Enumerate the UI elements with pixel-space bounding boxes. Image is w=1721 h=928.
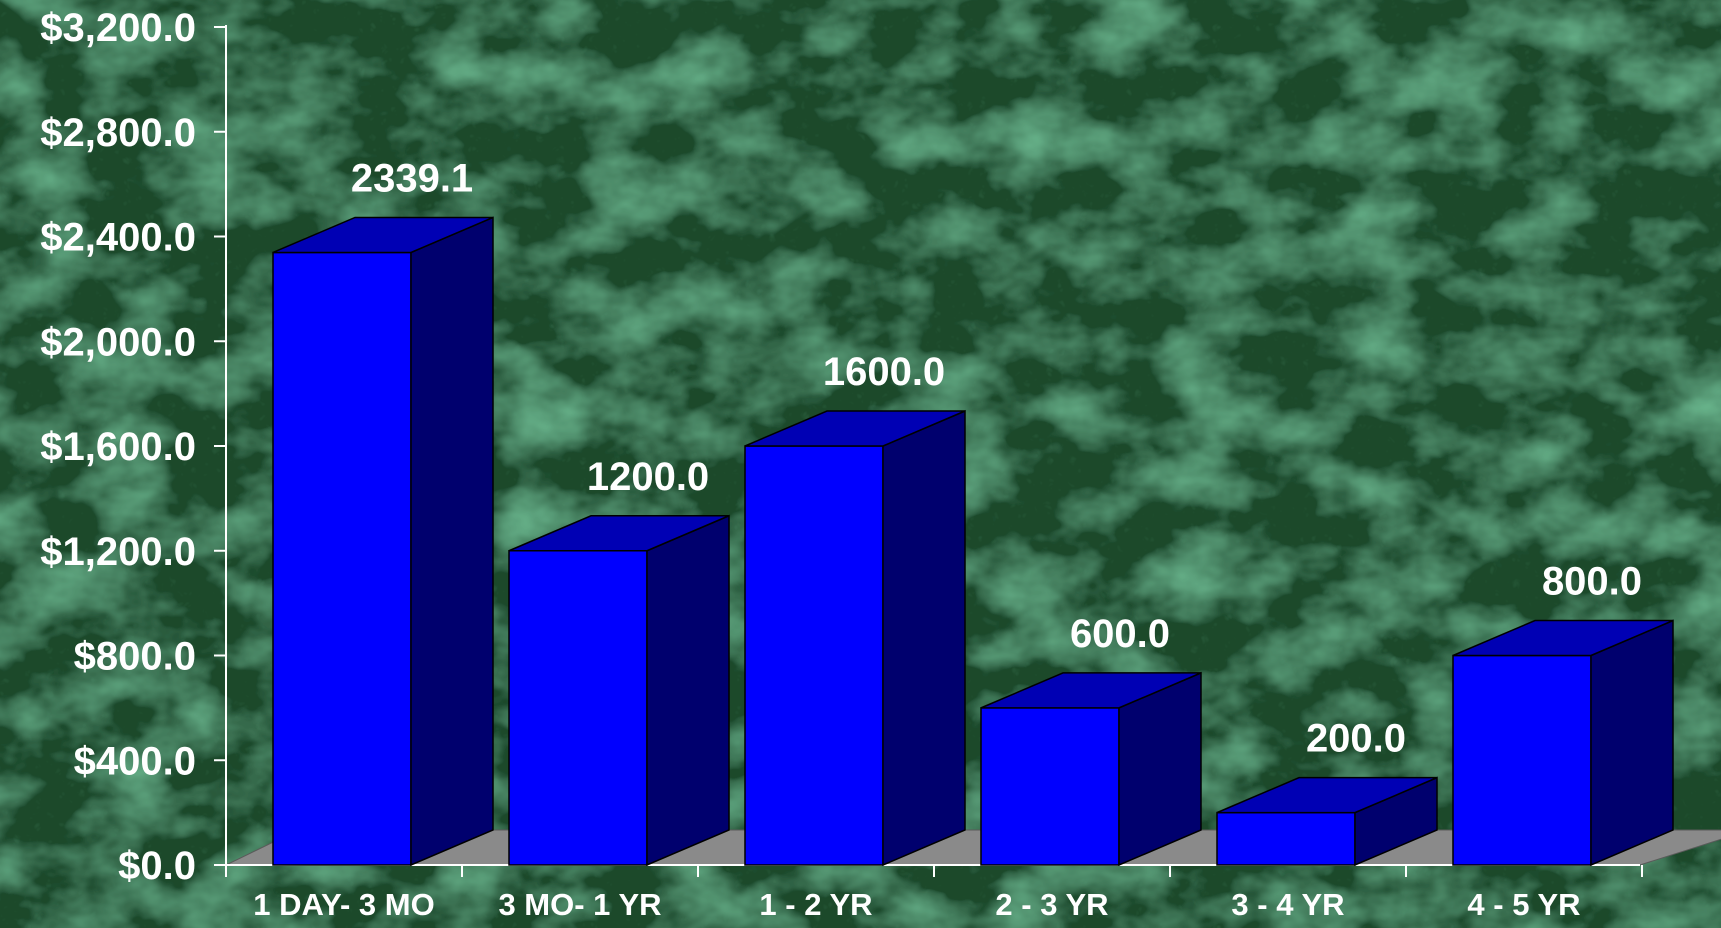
y-tick-label: $2,000.0 — [40, 320, 196, 364]
data-label: 200.0 — [1306, 717, 1406, 761]
y-tick-label: $2,800.0 — [40, 111, 196, 155]
bar-front-face — [1452, 654, 1592, 866]
labels: 2339.1 1 DAY- 3 MO 1200.0 3 MO- 1 YR 1600.0 1… — [253, 156, 1642, 922]
y-tick-label: $1,200.0 — [40, 530, 196, 574]
x-tick-label: 1 DAY- 3 MO — [253, 887, 434, 922]
y-tick-label: $3,200.0 — [40, 6, 196, 50]
bar-front-face — [980, 707, 1120, 866]
bar-front-face — [508, 550, 648, 866]
y-tick-label: $2,400.0 — [40, 216, 196, 260]
data-label: 800.0 — [1542, 560, 1642, 604]
bar-side-face — [410, 216, 494, 867]
data-label: 1200.0 — [587, 455, 709, 499]
y-axis: $0.0 $400.0 $800.0 $1,200.0 $1,600.0 $2,000.0… — [40, 6, 1643, 888]
bar — [272, 216, 494, 867]
bar — [980, 671, 1202, 867]
bar-side-face — [1590, 619, 1674, 867]
y-tick-label: $1,600.0 — [40, 425, 196, 469]
bar-top-face — [980, 672, 1202, 709]
bar-top-face — [744, 410, 966, 447]
x-tick-label: 3 - 4 YR — [1231, 887, 1344, 922]
x-tick-label: 3 MO- 1 YR — [498, 887, 661, 922]
y-tick-label: $0.0 — [118, 844, 196, 888]
bar-side-face — [882, 409, 966, 867]
bar — [508, 514, 730, 867]
x-tick-label: 2 - 3 YR — [995, 887, 1108, 922]
bar-front-face — [1216, 811, 1356, 866]
y-tick-label: $800.0 — [74, 635, 196, 679]
bar-front-face — [272, 251, 412, 866]
bars — [272, 216, 1674, 867]
data-label: 1600.0 — [823, 350, 945, 394]
bar-side-face — [646, 514, 730, 867]
bar-top-face — [1452, 619, 1674, 657]
bar-top-face — [1216, 776, 1438, 814]
bar-top-face — [272, 216, 494, 254]
bar — [1216, 776, 1438, 867]
bar — [744, 409, 966, 867]
data-label: 600.0 — [1070, 612, 1170, 656]
x-tick-label: 1 - 2 YR — [759, 887, 872, 922]
bar — [1452, 619, 1674, 867]
bar-front-face — [744, 445, 884, 866]
bar-top-face — [508, 515, 730, 552]
x-tick-label: 4 - 5 YR — [1467, 887, 1580, 922]
y-tick-label: $400.0 — [74, 739, 196, 783]
data-label: 2339.1 — [351, 156, 473, 200]
